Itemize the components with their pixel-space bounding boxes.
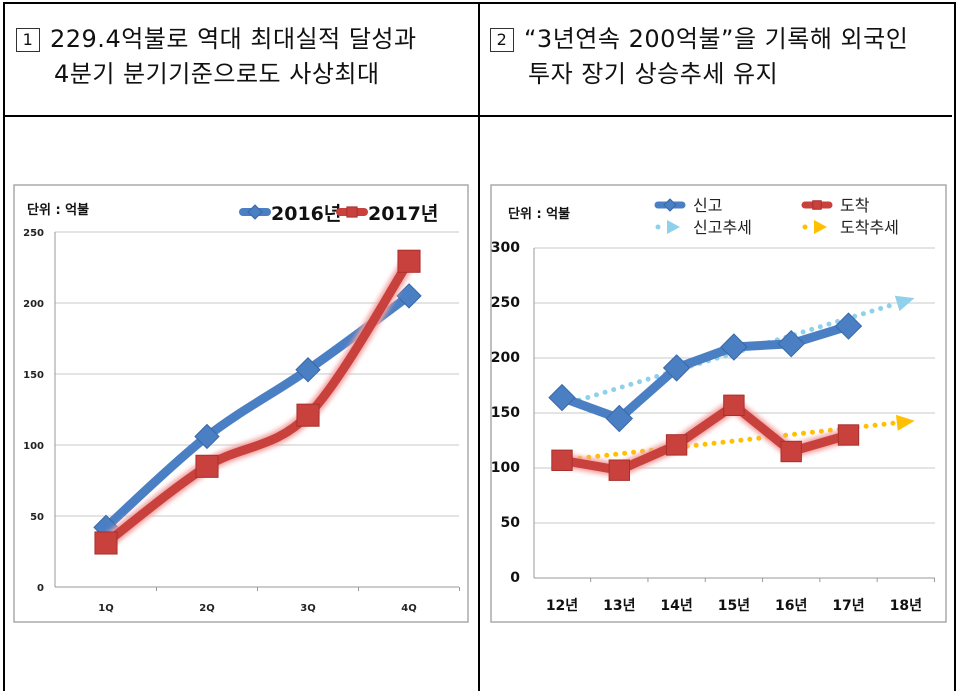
- y-tick-label: 200: [491, 350, 520, 366]
- x-tick-label: 16년: [775, 598, 807, 614]
- data-point-square: [837, 424, 860, 446]
- series-신고: [548, 312, 863, 433]
- legend: 2016년 2017년: [239, 203, 438, 225]
- legend-label: 2016년: [271, 203, 341, 225]
- data-point-diamond: [662, 354, 691, 382]
- series-line: [101, 256, 414, 548]
- x-tick-label: 2Q: [199, 603, 214, 614]
- y-tick-label: 250: [491, 295, 520, 311]
- y-tick-label: 50: [30, 512, 44, 523]
- trend-arrow: [894, 295, 915, 312]
- data-point-diamond: [548, 383, 576, 412]
- header-right: 2 “3년연속 200억불”을 기록해 외국인 투자 장기 상승추세 유지: [490, 22, 908, 92]
- unit-label: 단위 : 억불: [27, 202, 89, 218]
- header-left-line1: 229.4억불로 역대 최대실적 달성과: [50, 25, 417, 53]
- header-left-line2: 4분기 분기기준으로도 사상최대: [54, 60, 380, 88]
- data-point-diamond: [396, 283, 422, 309]
- legend-dot: [802, 224, 808, 230]
- data-point-square: [551, 449, 573, 472]
- y-tick-label: 100: [23, 441, 44, 452]
- data-point-diamond: [247, 204, 263, 220]
- y-tick-label: 150: [23, 370, 44, 381]
- data-point-square: [346, 206, 358, 218]
- x-tick-label: 14년: [660, 598, 692, 614]
- x-tick-label: 15년: [718, 598, 750, 614]
- y-tick-label: 200: [23, 299, 44, 310]
- legend-label: 2017년: [368, 203, 438, 225]
- legend-label: 도착: [840, 196, 870, 215]
- chart-2: 단위 : 억불 0 50 100 150 200 250 300 12년 13년 14년 15년 16년…: [490, 184, 947, 623]
- y-tick-label: 0: [510, 570, 520, 586]
- data-point-square: [608, 459, 630, 481]
- x-tick-label: 3Q: [300, 603, 315, 614]
- data-point-diamond: [605, 404, 634, 433]
- y-tick-label: 300: [491, 240, 520, 256]
- legend-arrow: [667, 220, 680, 234]
- legend-label: 신고추세: [693, 218, 752, 237]
- data-point-square: [812, 200, 822, 210]
- y-tick-label: 250: [23, 228, 44, 239]
- y-tick-label: 0: [37, 583, 44, 594]
- series-2017년: [94, 249, 421, 555]
- data-point-square: [296, 403, 320, 427]
- chart-1: 단위 : 억불 0 50 100 150 200 250 1Q 2Q 3Q 4Q 2016년 2017년: [13, 184, 469, 623]
- data-point-diamond: [720, 333, 748, 361]
- y-tick-label: 50: [501, 515, 521, 531]
- data-point-square: [94, 531, 118, 555]
- legend-arrow: [814, 220, 827, 234]
- data-point-square: [780, 440, 802, 463]
- legend-label: 도착추세: [840, 218, 899, 237]
- x-tick-label: 17년: [832, 598, 864, 614]
- series-신고추세: [559, 295, 915, 408]
- row-divider: [3, 115, 952, 117]
- series-도착: [551, 394, 860, 481]
- legend-dot: [655, 224, 661, 230]
- x-tick-label: 13년: [603, 598, 635, 614]
- x-tick-label: 12년: [546, 598, 578, 614]
- trend-arrow: [895, 414, 915, 431]
- legend-label: 신고: [693, 196, 722, 215]
- data-point-square: [195, 454, 219, 478]
- data-point-square: [397, 249, 421, 273]
- header-left: 1 229.4억불로 역대 최대실적 달성과 4분기 분기기준으로도 사상최대: [16, 22, 417, 92]
- header-right-line2: 투자 장기 상승추세 유지: [528, 60, 779, 88]
- chart-area: [13, 184, 469, 623]
- header-right-line1: “3년연속 200억불”을 기록해 외국인: [524, 25, 909, 53]
- data-point-diamond: [295, 357, 321, 383]
- y-tick-label: 150: [491, 405, 520, 421]
- section-number: 2: [490, 28, 514, 52]
- column-divider: [478, 2, 480, 691]
- series-도착추세: [559, 414, 915, 463]
- y-tick-label: 100: [491, 460, 520, 476]
- unit-label: 단위 : 억불: [508, 206, 570, 222]
- data-point-square: [665, 434, 688, 456]
- data-point-diamond: [194, 423, 220, 450]
- x-tick-label: 18년: [890, 598, 922, 614]
- section-number: 1: [16, 28, 40, 52]
- data-point-square: [723, 394, 745, 417]
- x-tick-label: 1Q: [98, 603, 113, 614]
- data-point-diamond: [834, 312, 863, 340]
- trend-line: [559, 420, 901, 463]
- data-point-diamond: [777, 329, 805, 358]
- x-tick-label: 4Q: [401, 603, 416, 614]
- data-point-diamond: [663, 198, 677, 212]
